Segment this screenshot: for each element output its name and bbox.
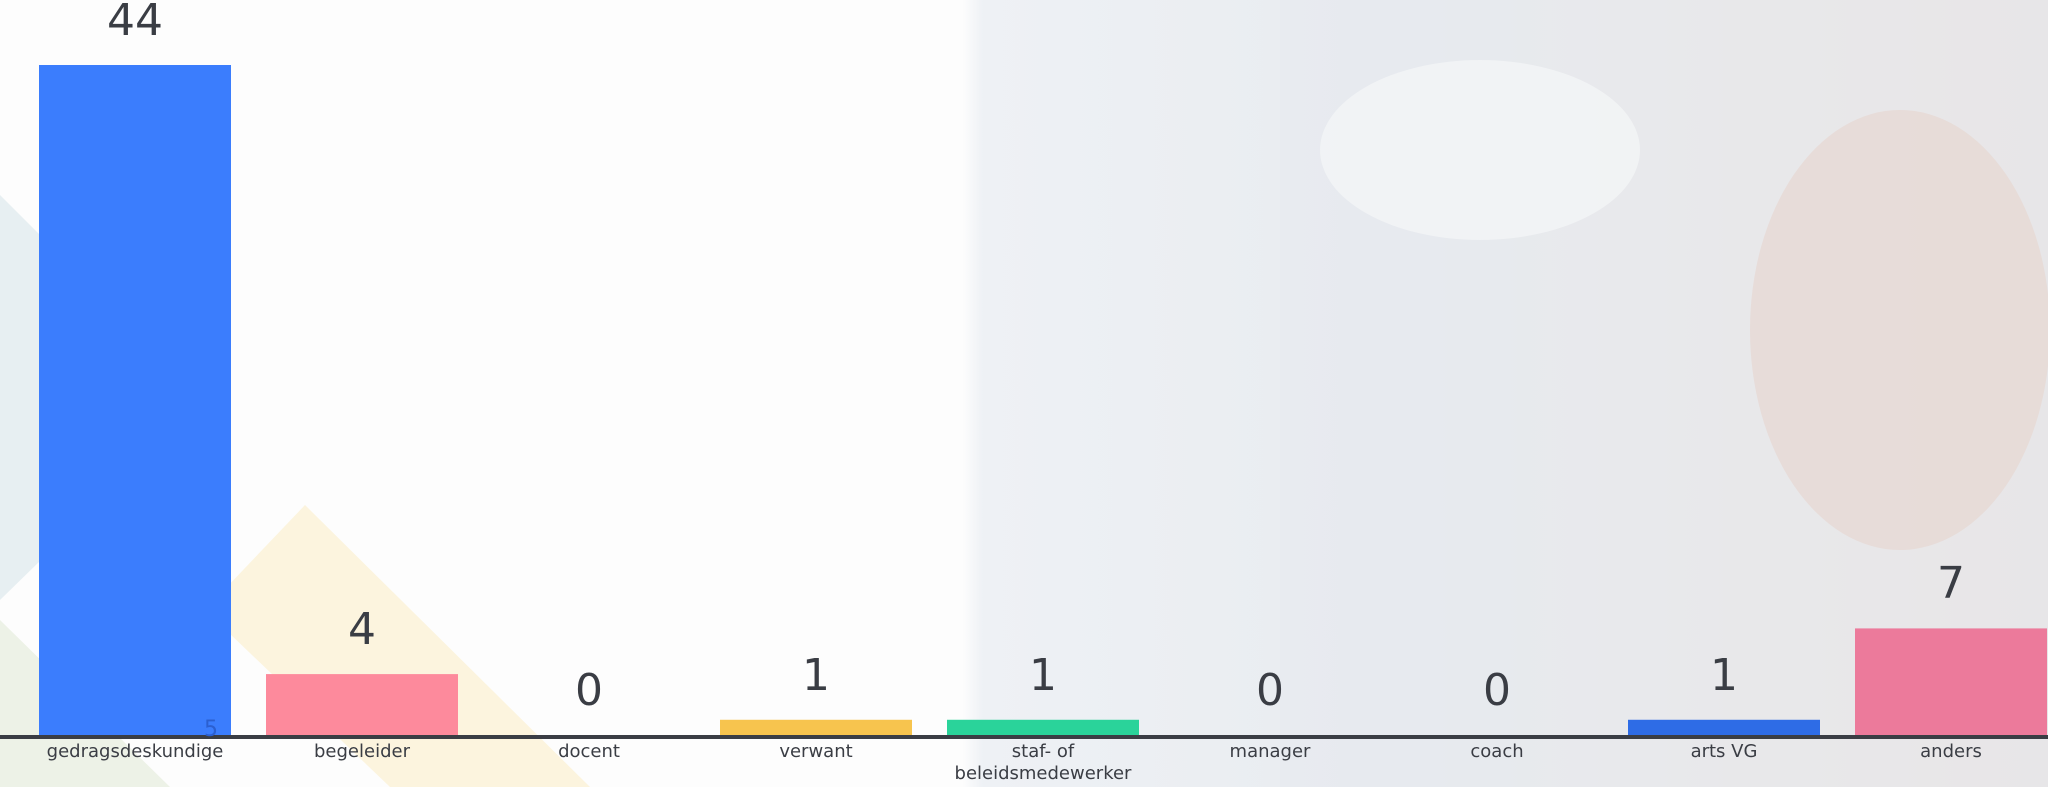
value-label: 0 xyxy=(1256,665,1284,716)
x-tick-label: verwant xyxy=(779,741,853,762)
x-tick-label: anders xyxy=(1920,741,1982,762)
value-label: 7 xyxy=(1937,558,1965,610)
bar xyxy=(1628,719,1820,735)
bar xyxy=(39,65,231,735)
blur-shape xyxy=(1750,110,2048,550)
baseline xyxy=(0,735,2048,739)
bar xyxy=(720,719,912,735)
x-tick-label: gedragsdeskundige xyxy=(46,741,224,762)
value-label: 1 xyxy=(1710,649,1738,701)
value-label: 1 xyxy=(1029,649,1057,701)
stray-label: 5 xyxy=(204,717,218,742)
blur-shape xyxy=(1320,60,1640,240)
value-label: 0 xyxy=(575,665,603,716)
value-label: 44 xyxy=(107,0,163,46)
value-label: 1 xyxy=(802,649,830,701)
x-tick-label: docent xyxy=(558,741,620,762)
bar xyxy=(1855,628,2047,735)
value-label: 0 xyxy=(1483,665,1511,716)
value-label: 4 xyxy=(348,604,376,656)
x-tick-label: manager xyxy=(1229,741,1311,762)
bar xyxy=(947,719,1139,735)
x-tick-label: begeleider xyxy=(314,741,410,762)
x-tick-label: coach xyxy=(1470,741,1524,762)
x-tick-label: staf- of beleidsmedewerker xyxy=(954,741,1132,784)
band xyxy=(205,505,590,787)
bar xyxy=(266,674,458,735)
x-tick-label: arts VG xyxy=(1690,741,1758,762)
